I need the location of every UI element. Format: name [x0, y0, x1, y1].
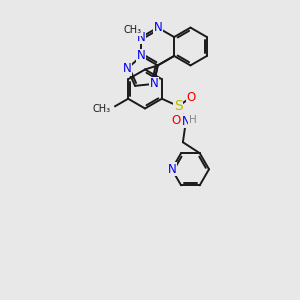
Text: N: N [167, 163, 176, 176]
Text: CH₃: CH₃ [123, 25, 142, 35]
Text: S: S [174, 99, 183, 113]
Text: N: N [137, 31, 146, 44]
Text: O: O [186, 91, 196, 104]
Text: N: N [137, 50, 146, 62]
Text: O: O [171, 114, 181, 127]
Text: CH₃: CH₃ [92, 103, 111, 114]
Text: N: N [149, 77, 158, 90]
Text: N: N [123, 62, 132, 75]
Text: N: N [182, 115, 190, 128]
Text: N: N [153, 21, 162, 34]
Text: H: H [189, 115, 196, 125]
